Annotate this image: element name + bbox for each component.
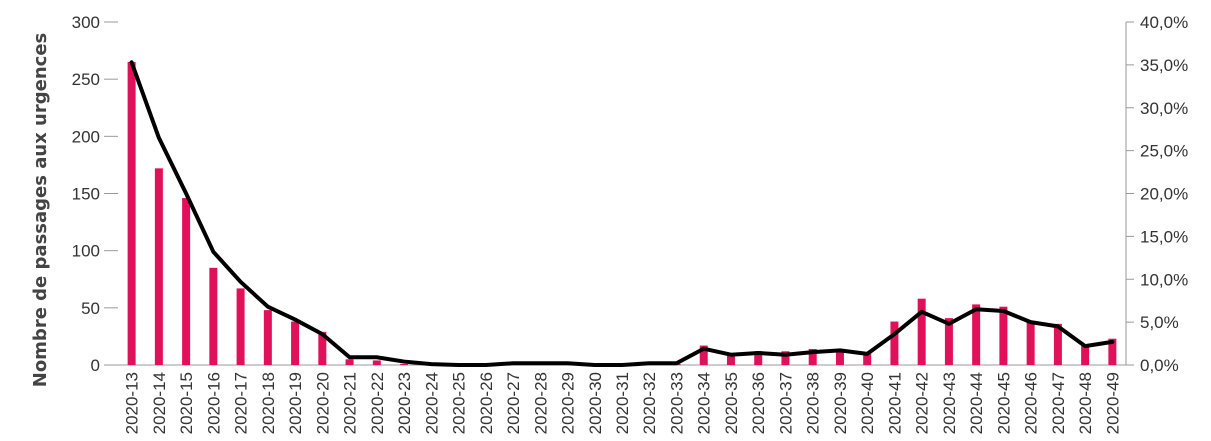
y2-tick-label: 35,0%: [1140, 56, 1188, 75]
x-tick-label: 2020-29: [559, 372, 578, 434]
x-tick-label: 2020-47: [1049, 372, 1068, 434]
x-tick-label: 2020-34: [695, 372, 714, 434]
x-tick-label: 2020-13: [123, 372, 142, 434]
x-tick-label: 2020-22: [368, 372, 387, 434]
bar: [1081, 345, 1090, 365]
y2-tick-label: 5,0%: [1140, 313, 1179, 332]
x-tick-label: 2020-25: [450, 372, 469, 434]
y-tick-label: 50: [81, 299, 100, 318]
x-tick-label: 2020-20: [313, 372, 332, 434]
x-tick-label: 2020-32: [640, 372, 659, 434]
y2-tick-label: 20,0%: [1140, 185, 1188, 204]
bar: [400, 363, 409, 365]
x-tick-label: 2020-45: [994, 372, 1013, 434]
x-tick-label: 2020-27: [504, 372, 523, 434]
x-tick-label: 2020-15: [177, 372, 196, 434]
y2-tick-label: 25,0%: [1140, 142, 1188, 161]
x-tick-label: 2020-35: [722, 372, 741, 434]
bar: [291, 321, 300, 365]
y2-tick-label: 15,0%: [1140, 227, 1188, 246]
y-tick-label: 200: [72, 127, 100, 146]
bar-series: [127, 62, 1117, 366]
bar: [972, 304, 981, 365]
x-tick-label: 2020-40: [858, 372, 877, 434]
y2-tick-label: 40,0%: [1140, 13, 1188, 32]
x-tick-label: 2020-26: [477, 372, 496, 434]
x-tick-label: 2020-21: [341, 372, 360, 434]
line-series: [129, 60, 1115, 367]
y-axis-ticks: 0 50 100 150 200 250 300: [72, 13, 118, 375]
bar: [944, 318, 953, 365]
bar: [154, 168, 163, 365]
x-tick-label: 2020-42: [913, 372, 932, 434]
y-tick-label: 100: [72, 242, 100, 261]
x-tick-label: 2020-41: [885, 372, 904, 434]
bar: [754, 351, 763, 365]
bar: [182, 198, 191, 365]
y2-tick-label: 0,0%: [1140, 356, 1179, 375]
x-tick-label: 2020-46: [1022, 372, 1041, 434]
bar: [372, 360, 381, 365]
x-tick-label: 2020-28: [531, 372, 550, 434]
bar: [263, 310, 272, 365]
x-tick-label: 2020-36: [749, 372, 768, 434]
x-tick-label: 2020-31: [613, 372, 632, 434]
y2-tick-label: 10,0%: [1140, 270, 1188, 289]
x-tick-label: 2020-24: [422, 372, 441, 434]
bar: [999, 306, 1008, 365]
bar: [726, 353, 735, 365]
x-tick-label: 2020-16: [204, 372, 223, 434]
x-tick-label: 2020-17: [232, 372, 251, 434]
y-tick-label: 150: [72, 185, 100, 204]
bar: [318, 331, 327, 365]
y-tick-label: 300: [72, 13, 100, 32]
x-tick-label: 2020-38: [804, 372, 823, 434]
x-tick-label: 2020-30: [586, 372, 605, 434]
x-tick-label: 2020-33: [667, 372, 686, 434]
x-tick-label: 2020-43: [940, 372, 959, 434]
bar: [1108, 338, 1117, 365]
bar: [345, 359, 354, 365]
bar: [699, 345, 708, 365]
y2-axis-ticks: 0,0% 5,0% 10,0% 15,0% 20,0% 25,0% 30,0% 35,0% 40…: [1126, 13, 1188, 375]
y-tick-label: 0: [91, 356, 100, 375]
y-axis-label: Nombre de passages aux urgences: [30, 33, 51, 388]
x-tick-label: 2020-14: [150, 372, 169, 434]
bar: [890, 321, 899, 365]
bar: [835, 351, 844, 365]
x-tick-label: 2020-44: [967, 372, 986, 434]
bar: [863, 353, 872, 365]
x-tick-label: 2020-18: [259, 372, 278, 434]
x-tick-label: 2020-39: [831, 372, 850, 434]
bar: [781, 351, 790, 365]
x-tick-label: 2020-37: [776, 372, 795, 434]
x-axis-tick-labels: 2020-13 2020-14 2020-15 2020-16 2020-17 2020-…: [123, 372, 1123, 434]
y2-tick-label: 30,0%: [1140, 99, 1188, 118]
y-tick-label: 250: [72, 70, 100, 89]
bar: [808, 348, 817, 365]
bar: [209, 267, 218, 365]
x-tick-label: 2020-49: [1103, 372, 1122, 434]
x-tick-label: 2020-19: [286, 372, 305, 434]
bar: [1026, 321, 1035, 365]
bar: [236, 288, 245, 365]
x-tick-label: 2020-23: [395, 372, 414, 434]
bar: [917, 298, 926, 365]
bar: [127, 62, 136, 366]
x-tick-label: 2020-48: [1076, 372, 1095, 434]
bar: [1053, 323, 1062, 365]
